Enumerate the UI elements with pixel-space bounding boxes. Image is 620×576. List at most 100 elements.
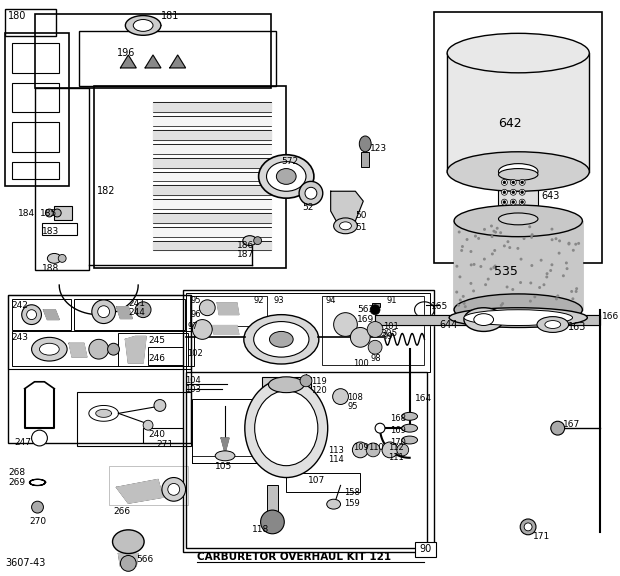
Ellipse shape: [370, 305, 380, 314]
Bar: [8, 295, 190, 443]
Ellipse shape: [454, 205, 582, 237]
Polygon shape: [375, 314, 600, 324]
Ellipse shape: [542, 283, 546, 286]
Ellipse shape: [192, 320, 212, 339]
Text: 171: 171: [533, 532, 551, 541]
Ellipse shape: [494, 264, 497, 267]
Ellipse shape: [455, 291, 458, 294]
Text: 245: 245: [148, 336, 165, 346]
Ellipse shape: [143, 420, 153, 430]
Text: 163: 163: [567, 321, 586, 332]
Ellipse shape: [567, 242, 570, 245]
Bar: [192, 456, 257, 463]
Bar: [372, 303, 380, 307]
Ellipse shape: [499, 231, 502, 234]
Text: 166: 166: [602, 312, 619, 321]
Text: 123: 123: [370, 144, 388, 153]
Ellipse shape: [538, 286, 541, 289]
Polygon shape: [153, 213, 272, 223]
Ellipse shape: [570, 290, 573, 293]
Text: 165: 165: [432, 302, 449, 311]
Ellipse shape: [503, 200, 506, 203]
Ellipse shape: [508, 246, 512, 249]
Polygon shape: [153, 227, 272, 237]
Ellipse shape: [572, 297, 574, 300]
Ellipse shape: [472, 290, 475, 293]
Ellipse shape: [524, 523, 532, 531]
Ellipse shape: [519, 281, 522, 284]
Ellipse shape: [98, 306, 110, 317]
Text: 170: 170: [390, 438, 405, 447]
Ellipse shape: [519, 199, 525, 205]
Ellipse shape: [462, 295, 465, 298]
Ellipse shape: [554, 237, 557, 240]
Ellipse shape: [255, 391, 318, 465]
Ellipse shape: [498, 213, 538, 225]
Ellipse shape: [477, 237, 480, 240]
Text: CARBURETOR OVERHAUL KIT 121: CARBURETOR OVERHAUL KIT 121: [197, 552, 392, 562]
Ellipse shape: [574, 242, 577, 246]
Text: 100: 100: [353, 359, 369, 368]
Text: 644: 644: [439, 320, 458, 329]
Ellipse shape: [215, 451, 235, 461]
Bar: [77, 392, 190, 446]
Bar: [74, 299, 185, 331]
Ellipse shape: [502, 190, 507, 195]
Bar: [262, 377, 311, 392]
Ellipse shape: [512, 288, 514, 291]
Ellipse shape: [503, 181, 506, 184]
Ellipse shape: [521, 200, 524, 203]
Ellipse shape: [464, 305, 467, 308]
Ellipse shape: [244, 314, 319, 364]
Ellipse shape: [27, 310, 37, 320]
Bar: [435, 12, 602, 263]
Ellipse shape: [259, 155, 314, 198]
Ellipse shape: [334, 218, 357, 234]
Ellipse shape: [254, 237, 262, 245]
Ellipse shape: [458, 275, 461, 278]
Text: 96: 96: [190, 310, 201, 319]
Text: 108: 108: [347, 393, 363, 401]
Ellipse shape: [498, 169, 538, 180]
Ellipse shape: [466, 238, 469, 241]
Ellipse shape: [575, 287, 578, 290]
Bar: [322, 296, 425, 365]
Ellipse shape: [505, 286, 508, 289]
Polygon shape: [415, 302, 435, 317]
Text: 107: 107: [308, 476, 326, 484]
Ellipse shape: [125, 16, 161, 35]
Bar: [143, 428, 183, 443]
Ellipse shape: [267, 162, 306, 191]
Text: 182: 182: [97, 186, 115, 196]
Ellipse shape: [463, 302, 466, 305]
Ellipse shape: [565, 267, 569, 270]
Ellipse shape: [58, 255, 66, 262]
Ellipse shape: [360, 136, 371, 152]
Bar: [35, 88, 89, 270]
Ellipse shape: [512, 191, 515, 194]
Ellipse shape: [397, 444, 409, 456]
Ellipse shape: [32, 501, 43, 513]
Ellipse shape: [200, 300, 215, 316]
Ellipse shape: [549, 269, 552, 272]
Ellipse shape: [491, 252, 494, 255]
Ellipse shape: [537, 317, 569, 332]
Ellipse shape: [254, 321, 309, 357]
Ellipse shape: [461, 245, 464, 248]
Ellipse shape: [402, 424, 417, 432]
Ellipse shape: [577, 242, 580, 245]
Ellipse shape: [551, 228, 554, 230]
Ellipse shape: [492, 266, 495, 269]
Text: 183: 183: [42, 227, 60, 236]
Text: 241: 241: [128, 299, 145, 308]
Text: 120: 120: [311, 386, 327, 395]
Text: 95: 95: [190, 296, 201, 305]
Ellipse shape: [464, 308, 503, 331]
Text: 118: 118: [252, 525, 269, 534]
Text: 572: 572: [281, 157, 298, 166]
Ellipse shape: [529, 282, 533, 285]
Polygon shape: [153, 185, 272, 195]
Ellipse shape: [305, 187, 317, 199]
Ellipse shape: [277, 169, 296, 184]
Text: 110: 110: [368, 443, 384, 452]
